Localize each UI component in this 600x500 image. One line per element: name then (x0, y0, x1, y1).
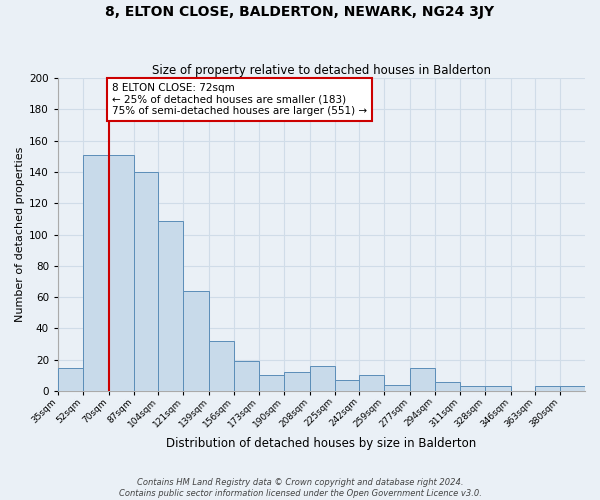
Bar (335, 380, 359, 391)
Bar (109, 155, 134, 391)
Title: Size of property relative to detached houses in Balderton: Size of property relative to detached ho… (152, 64, 491, 77)
Bar (234, 362, 259, 391)
Bar (535, 386, 560, 391)
X-axis label: Distribution of detached houses by size in Balderton: Distribution of detached houses by size … (166, 437, 476, 450)
Bar (485, 386, 511, 391)
Bar (460, 386, 485, 391)
Bar (560, 386, 585, 391)
Bar (284, 372, 310, 391)
Y-axis label: Number of detached properties: Number of detached properties (15, 147, 25, 322)
Bar (359, 376, 384, 391)
Bar (134, 172, 158, 391)
Text: 8, ELTON CLOSE, BALDERTON, NEWARK, NG24 3JY: 8, ELTON CLOSE, BALDERTON, NEWARK, NG24 … (106, 5, 494, 19)
Bar (58, 368, 83, 391)
Bar (410, 368, 435, 391)
Bar (259, 376, 284, 391)
Bar (384, 385, 410, 391)
Text: 8 ELTON CLOSE: 72sqm
← 25% of detached houses are smaller (183)
75% of semi-deta: 8 ELTON CLOSE: 72sqm ← 25% of detached h… (112, 83, 367, 116)
Text: Contains HM Land Registry data © Crown copyright and database right 2024.
Contai: Contains HM Land Registry data © Crown c… (119, 478, 481, 498)
Bar (83, 155, 109, 391)
Bar (435, 382, 460, 391)
Bar (310, 366, 335, 391)
Bar (209, 341, 234, 391)
Bar (183, 291, 209, 391)
Bar (158, 220, 183, 391)
